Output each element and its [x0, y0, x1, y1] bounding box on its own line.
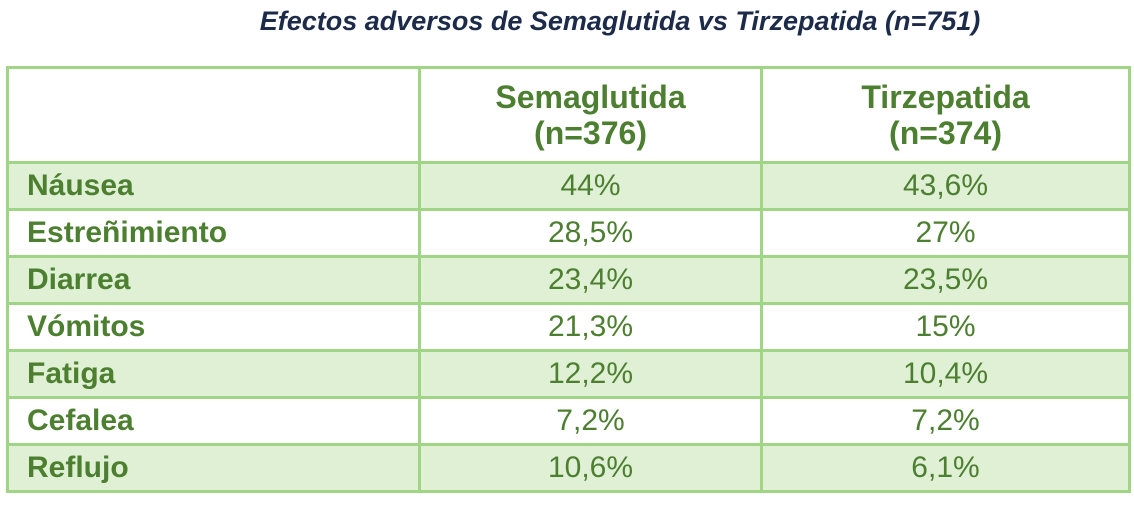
semaglutida-value: 10,6%: [418, 443, 763, 493]
effect-label: Reflujo: [6, 443, 421, 493]
header-semaglutida-label: Semaglutida: [495, 79, 686, 115]
effect-label: Cefalea: [6, 396, 421, 446]
header-empty-cell: [6, 66, 421, 164]
table-row: Reflujo 10,6% 6,1%: [6, 443, 1131, 493]
table-row: Fatiga 12,2% 10,4%: [6, 349, 1131, 399]
tirzepatida-value: 43,6%: [760, 161, 1131, 211]
effect-label: Vómitos: [6, 302, 421, 352]
semaglutida-value: 12,2%: [418, 349, 763, 399]
tirzepatida-value: 7,2%: [760, 396, 1131, 446]
table-row: Diarrea 23,4% 23,5%: [6, 255, 1131, 305]
semaglutida-value: 21,3%: [418, 302, 763, 352]
table-row: Cefalea 7,2% 7,2%: [6, 396, 1131, 446]
semaglutida-value: 44%: [418, 161, 763, 211]
header-tirzepatida-label: Tirzepatida: [861, 79, 1030, 115]
tirzepatida-value: 15%: [760, 302, 1131, 352]
semaglutida-value: 7,2%: [418, 396, 763, 446]
semaglutida-value: 23,4%: [418, 255, 763, 305]
effect-label: Estreñimiento: [6, 208, 421, 258]
effect-label: Fatiga: [6, 349, 421, 399]
table-row: Estreñimiento 28,5% 27%: [6, 208, 1131, 258]
tirzepatida-value: 27%: [760, 208, 1131, 258]
adverse-effects-table: Semaglutida (n=376) Tirzepatida (n=374) …: [6, 66, 1131, 493]
tirzepatida-value: 10,4%: [760, 349, 1131, 399]
tirzepatida-value: 6,1%: [760, 443, 1131, 493]
effect-label: Náusea: [6, 161, 421, 211]
semaglutida-value: 28,5%: [418, 208, 763, 258]
tirzepatida-value: 23,5%: [760, 255, 1131, 305]
table-row: Náusea 44% 43,6%: [6, 161, 1131, 211]
header-tirzepatida-n: (n=374): [889, 115, 1002, 151]
table-title: Efectos adversos de Semaglutida vs Tirze…: [259, 6, 981, 36]
table-row: Vómitos 21,3% 15%: [6, 302, 1131, 352]
header-tirzepatida: Tirzepatida (n=374): [760, 66, 1131, 164]
effect-label: Diarrea: [6, 255, 421, 305]
header-semaglutida-n: (n=376): [534, 115, 647, 151]
header-row: Semaglutida (n=376) Tirzepatida (n=374): [6, 66, 1131, 164]
header-semaglutida: Semaglutida (n=376): [418, 66, 763, 164]
